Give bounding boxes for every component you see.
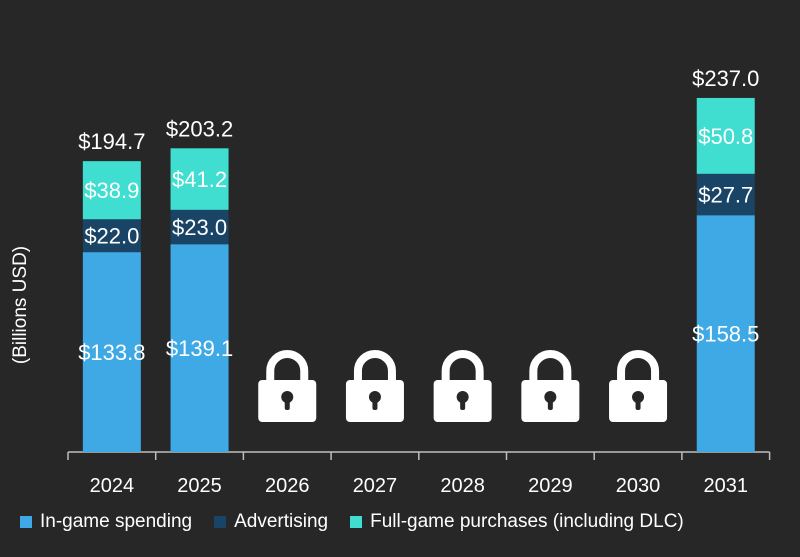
lock-icon — [521, 350, 580, 422]
data-label-in-game-spending: $139.1 — [166, 336, 233, 361]
x-tick-label: 2030 — [616, 475, 661, 497]
bar-advertising-2025 — [170, 209, 229, 245]
total-label: $194.7 — [78, 129, 145, 154]
bar-full-game-purchases-including-dlc-2031 — [696, 97, 755, 174]
bar-advertising-2024 — [82, 219, 141, 253]
total-label: $237.0 — [692, 66, 759, 91]
legend-item-in-game: In-game spending — [20, 511, 192, 533]
data-label-advertising: $22.0 — [84, 224, 139, 249]
lock-icon — [433, 350, 492, 422]
legend-item-advertising: Advertising — [214, 511, 328, 533]
legend-swatch-in-game — [20, 516, 32, 528]
legend-swatch-advertising — [214, 516, 227, 528]
legend: In-game spending Advertising Full-game p… — [0, 511, 800, 533]
lock-icon — [345, 350, 404, 422]
data-label-in-game-spending: $158.5 — [692, 322, 759, 347]
legend-item-full-game: Full-game purchases (including DLC) — [350, 511, 684, 533]
lock-icon — [258, 350, 317, 422]
x-tick-label: 2024 — [90, 475, 135, 497]
data-label-full-game-purchases-including-dlc: $38.9 — [84, 178, 139, 203]
data-label-full-game-purchases-including-dlc: $50.8 — [698, 124, 753, 149]
bar-in-game-spending-2025 — [170, 244, 229, 452]
bar-in-game-spending-2031 — [696, 215, 755, 452]
data-label-advertising: $23.0 — [172, 215, 227, 240]
data-label-advertising: $27.7 — [698, 183, 753, 208]
legend-label-advertising: Advertising — [234, 511, 329, 532]
bar-full-game-purchases-including-dlc-2025 — [170, 148, 229, 210]
x-tick-label: 2028 — [440, 475, 485, 497]
chart-plot: (Billions USD) 2024 $133.8 $22.0 $38.9 $194.7… — [10, 66, 771, 497]
data-label-full-game-purchases-including-dlc: $41.2 — [172, 167, 227, 192]
y-axis-label: (Billions USD) — [10, 246, 31, 364]
bar-advertising-2031 — [696, 173, 755, 216]
lock-icon — [609, 350, 668, 422]
legend-label-in-game: In-game spending — [40, 511, 193, 532]
x-tick-label: 2026 — [265, 475, 310, 497]
legend-swatch-full-game — [350, 516, 363, 528]
x-tick-label: 2025 — [177, 475, 222, 497]
legend-label-full-game: Full-game purchases (including DLC) — [370, 511, 684, 532]
total-label: $203.2 — [166, 116, 233, 141]
x-tick-label: 2031 — [704, 475, 749, 497]
bar-full-game-purchases-including-dlc-2024 — [82, 161, 141, 220]
bar-in-game-spending-2024 — [82, 252, 141, 452]
data-label-in-game-spending: $133.8 — [78, 340, 145, 365]
x-tick-label: 2029 — [528, 475, 573, 497]
x-tick-label: 2027 — [353, 475, 398, 497]
